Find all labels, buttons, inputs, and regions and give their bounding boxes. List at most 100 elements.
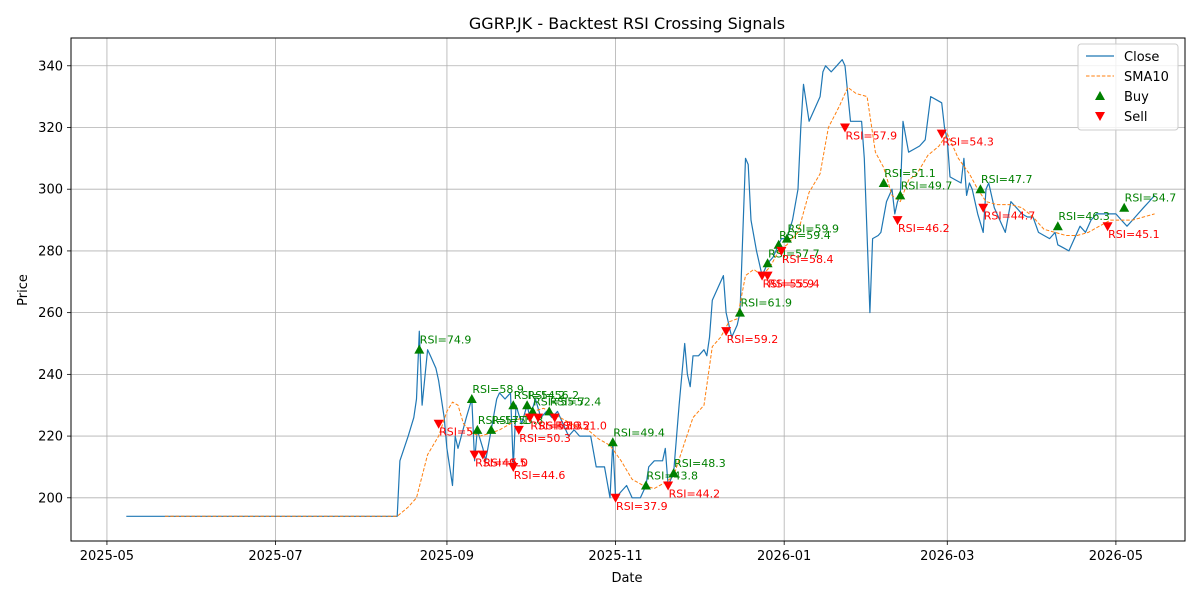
buy-marker <box>544 406 555 416</box>
y-tick-label: 340 <box>38 59 63 74</box>
buy-signal-label: RSI=59.4 <box>779 229 831 242</box>
sell-marker <box>477 450 488 460</box>
buy-signal-label: RSI=58.9 <box>472 383 524 396</box>
buy-signal-label: RSI=46.3 <box>1058 210 1110 223</box>
buy-signal-label: RSI=51.1 <box>884 167 936 180</box>
axis-ticks: 2025-05 2025-07 2025-09 2025-11 2026-01 2026-… <box>38 59 1143 564</box>
sell-signal-label: RSI=54.3 <box>942 136 994 149</box>
sell-signal-label: RSI=44.6 <box>514 469 566 482</box>
buy-signal-label: RSI=59.9 <box>787 223 839 236</box>
buy-marker <box>762 258 773 268</box>
x-tick-label: 2026-05 <box>1089 549 1143 564</box>
y-tick-label: 320 <box>38 121 63 136</box>
sell-signal-label: RSI=5.0 <box>483 457 528 470</box>
buy-marker <box>781 233 792 243</box>
y-axis-title: Price <box>16 274 31 306</box>
buy-marker <box>1119 202 1130 212</box>
buy-signal-label: RSI=61.9 <box>740 297 792 310</box>
sell-signal-label: RSI=57.9 <box>845 129 897 142</box>
legend-swatch-sell <box>1095 112 1105 121</box>
sell-signal-label: RSI=46.2 <box>898 222 950 235</box>
y-tick-label: 260 <box>38 306 63 321</box>
buy-marker <box>486 424 497 434</box>
y-tick-label: 300 <box>38 183 63 198</box>
sell-marker <box>433 419 444 429</box>
y-tick-label: 240 <box>38 368 63 383</box>
sell-signal-label: RSI=59.2 <box>727 333 779 346</box>
sell-signal-label: RSI=37.9 <box>616 500 668 513</box>
buy-marker <box>527 406 538 416</box>
sell-marker <box>936 129 947 139</box>
buy-marker <box>878 178 889 188</box>
legend-label: Sell <box>1124 110 1147 125</box>
buy-signal-label: RSI=48.3 <box>674 457 726 470</box>
buy-signal-label: RSI=56.2 <box>528 389 580 402</box>
sell-marker <box>533 413 544 423</box>
x-tick-label: 2025-05 <box>80 549 134 564</box>
sell-marker <box>762 271 773 281</box>
sell-marker <box>839 123 850 133</box>
x-tick-label: 2026-01 <box>757 549 811 564</box>
x-tick-label: 2025-11 <box>588 549 642 564</box>
sell-marker <box>549 413 560 423</box>
x-axis-title: Date <box>611 571 642 586</box>
sell-marker <box>892 216 903 226</box>
sell-signal-label: RSI=55.9 <box>763 278 815 291</box>
buy-signal-label: RSI=74.9 <box>420 334 472 347</box>
legend-label: SMA10 <box>1124 70 1169 85</box>
sell-marker <box>524 413 535 423</box>
legend-label: Buy <box>1124 90 1149 105</box>
y-tick-label: 220 <box>38 430 63 445</box>
buy-signal-label: RSI=49.4 <box>613 426 665 439</box>
signal-markers: RSI=74.9RSI=58.9RSI=57.1RSI=55.8RSI=54.2… <box>414 123 1177 513</box>
sell-marker <box>508 462 519 472</box>
sell-signal-label: RSI=5 <box>439 426 473 439</box>
buy-marker <box>466 394 477 404</box>
plot-frame <box>70 37 1186 542</box>
sell-marker <box>513 425 524 435</box>
buy-signal-label: RSI=54.2 <box>514 389 566 402</box>
buy-signal-label: RSI=47.7 <box>981 173 1033 186</box>
chart-title: GGRP.JK - Backtest RSI Crossing Signals <box>469 14 785 33</box>
sell-signal-label: RSI=58.4 <box>782 253 834 266</box>
buy-marker <box>975 184 986 194</box>
buy-signal-label: RSI=54.7 <box>1125 192 1177 205</box>
buy-marker <box>895 190 906 200</box>
buy-marker <box>773 239 784 249</box>
buy-marker <box>607 437 618 447</box>
sell-signal-label: RSI=44.2 <box>669 487 721 500</box>
sell-marker <box>721 327 732 337</box>
sell-signal-label: RSI=55.4 <box>768 278 820 291</box>
x-tick-label: 2026-03 <box>920 549 974 564</box>
legend-box <box>1077 43 1179 131</box>
sell-marker <box>978 203 989 213</box>
buy-marker <box>414 344 425 354</box>
buy-signal-label: RSI=57.1 <box>478 414 530 427</box>
buy-marker <box>734 307 745 317</box>
legend-swatch-buy <box>1095 91 1105 100</box>
y-tick-label: 200 <box>38 491 63 506</box>
x-tick-label: 2025-07 <box>248 549 302 564</box>
y-tick-label: 280 <box>38 244 63 259</box>
buy-marker <box>472 424 483 434</box>
sell-marker <box>776 246 787 256</box>
buy-marker <box>1052 221 1063 231</box>
grid <box>71 38 1185 541</box>
sell-marker <box>469 450 480 460</box>
buy-marker <box>508 400 519 410</box>
sell-marker <box>610 493 621 503</box>
buy-marker <box>522 400 533 410</box>
sell-signal-label: RSI=50.2 <box>539 420 591 433</box>
buy-marker <box>640 480 651 490</box>
legend: Close SMA10 Buy Sell <box>1077 43 1179 131</box>
x-tick-label: 2025-09 <box>420 549 474 564</box>
sell-signal-label: RSI=44.7 <box>984 210 1036 223</box>
sell-signal-label: RSI=50.3 <box>519 432 571 445</box>
sell-signal-label: RSI=51.0 <box>555 420 607 433</box>
buy-signal-label: RSI=55.7 <box>533 395 585 408</box>
sell-signal-label: RSI=45.1 <box>1108 228 1160 241</box>
legend-label: Close <box>1124 50 1159 65</box>
sell-marker <box>1102 222 1113 232</box>
